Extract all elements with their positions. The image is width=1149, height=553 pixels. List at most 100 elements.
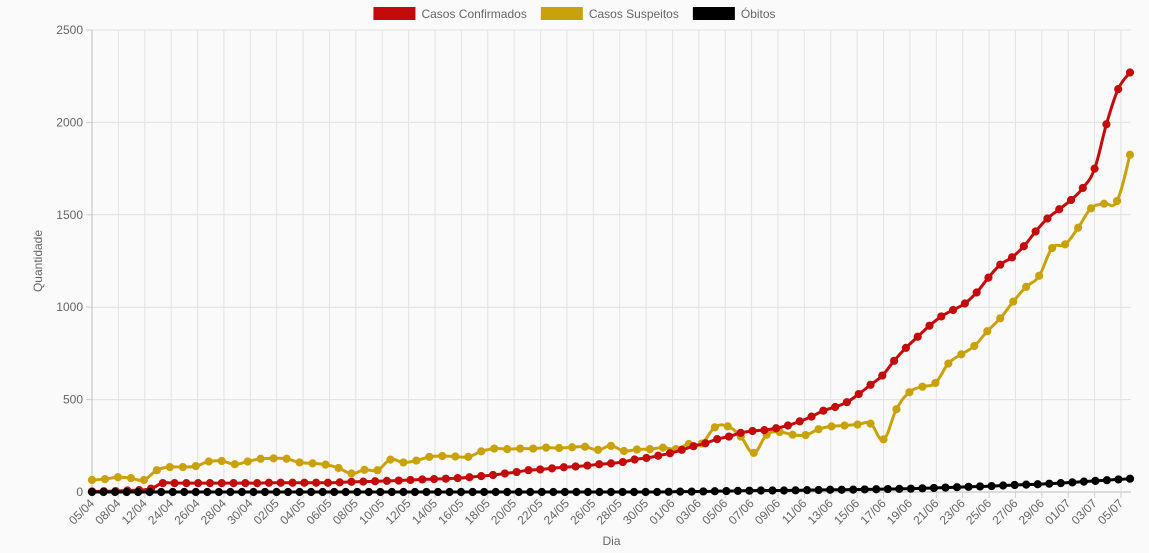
data-point-casos-confirmados[interactable]	[854, 389, 863, 399]
data-point-casos-confirmados[interactable]	[807, 412, 816, 421]
data-point-obitos[interactable]	[676, 487, 685, 496]
data-point-casos-suspeitos[interactable]	[178, 462, 187, 472]
data-point-casos-confirmados[interactable]	[1114, 85, 1123, 94]
data-point-casos-confirmados[interactable]	[996, 260, 1005, 269]
data-point-obitos[interactable]	[641, 487, 650, 497]
data-point-casos-suspeitos[interactable]	[464, 452, 473, 461]
data-point-obitos[interactable]	[687, 487, 696, 496]
data-point-obitos[interactable]	[168, 487, 177, 497]
legend-label-casos-confirmados[interactable]: Casos Confirmados	[421, 7, 526, 21]
data-point-obitos[interactable]	[618, 487, 627, 497]
data-point-casos-confirmados[interactable]	[418, 475, 427, 484]
data-point-casos-suspeitos[interactable]	[1061, 240, 1070, 249]
data-point-casos-suspeitos[interactable]	[100, 474, 110, 484]
data-point-obitos[interactable]	[214, 487, 223, 497]
data-point-casos-suspeitos[interactable]	[1112, 196, 1122, 206]
data-point-obitos[interactable]	[906, 484, 915, 493]
data-point-casos-confirmados[interactable]	[642, 453, 651, 463]
data-point-obitos[interactable]	[295, 487, 304, 497]
data-point-casos-suspeitos[interactable]	[360, 465, 369, 474]
data-point-casos-suspeitos[interactable]	[477, 447, 486, 456]
data-point-casos-confirmados[interactable]	[1043, 214, 1052, 223]
data-point-casos-confirmados[interactable]	[606, 459, 616, 468]
data-point-casos-confirmados[interactable]	[677, 445, 686, 454]
data-point-obitos[interactable]	[110, 487, 120, 497]
data-point-obitos[interactable]	[710, 487, 719, 496]
data-point-casos-confirmados[interactable]	[394, 476, 403, 485]
data-point-obitos[interactable]	[364, 487, 373, 497]
data-point-casos-suspeitos[interactable]	[983, 327, 992, 336]
data-point-casos-confirmados[interactable]	[618, 457, 627, 467]
data-point-obitos[interactable]	[307, 487, 316, 497]
data-point-obitos[interactable]	[180, 487, 189, 497]
data-point-casos-suspeitos[interactable]	[516, 444, 525, 453]
data-point-casos-confirmados[interactable]	[866, 380, 875, 389]
data-point-obitos[interactable]	[1102, 476, 1112, 485]
data-point-obitos[interactable]	[952, 483, 962, 492]
data-point-casos-suspeitos[interactable]	[243, 457, 252, 466]
legend-swatch-casos-confirmados[interactable]	[373, 7, 416, 20]
data-point-casos-confirmados[interactable]	[701, 439, 710, 448]
data-point-casos-suspeitos[interactable]	[840, 421, 849, 430]
data-point-casos-confirmados[interactable]	[748, 426, 757, 436]
data-point-obitos[interactable]	[653, 487, 662, 497]
data-point-obitos[interactable]	[629, 487, 639, 497]
data-point-casos-confirmados[interactable]	[583, 461, 592, 470]
data-point-obitos[interactable]	[756, 486, 766, 495]
data-point-casos-suspeitos[interactable]	[113, 473, 123, 482]
data-point-casos-suspeitos[interactable]	[814, 425, 823, 434]
data-point-obitos[interactable]	[99, 487, 108, 497]
data-point-casos-suspeitos[interactable]	[295, 458, 304, 467]
data-point-obitos[interactable]	[145, 487, 154, 497]
data-point-obitos[interactable]	[1022, 480, 1031, 489]
data-point-casos-suspeitos[interactable]	[788, 430, 797, 439]
data-point-obitos[interactable]	[895, 484, 904, 493]
data-point-obitos[interactable]	[999, 481, 1008, 490]
data-point-casos-confirmados[interactable]	[1055, 205, 1064, 214]
data-point-obitos[interactable]	[387, 487, 396, 497]
data-point-obitos[interactable]	[272, 487, 281, 497]
data-point-casos-suspeitos[interactable]	[542, 443, 551, 452]
data-point-casos-suspeitos[interactable]	[853, 420, 862, 429]
data-point-obitos[interactable]	[918, 484, 927, 493]
data-point-casos-suspeitos[interactable]	[256, 454, 265, 463]
data-point-casos-confirmados[interactable]	[960, 299, 969, 308]
data-point-obitos[interactable]	[549, 487, 558, 497]
data-point-obitos[interactable]	[341, 487, 350, 497]
data-point-obitos[interactable]	[491, 487, 500, 497]
data-point-casos-confirmados[interactable]	[901, 343, 910, 352]
data-point-obitos[interactable]	[987, 481, 996, 491]
data-point-casos-suspeitos[interactable]	[529, 444, 538, 453]
data-point-casos-confirmados[interactable]	[547, 464, 557, 473]
data-point-casos-suspeitos[interactable]	[321, 460, 330, 469]
data-point-obitos[interactable]	[260, 487, 270, 497]
data-point-casos-suspeitos[interactable]	[503, 445, 512, 454]
data-point-casos-confirmados[interactable]	[630, 455, 639, 464]
data-point-obitos[interactable]	[514, 487, 523, 497]
legend-swatch-casos-suspeitos[interactable]	[540, 7, 583, 20]
data-point-obitos[interactable]	[722, 486, 731, 496]
data-point-casos-suspeitos[interactable]	[126, 474, 136, 483]
data-point-casos-confirmados[interactable]	[241, 479, 250, 488]
data-point-casos-confirmados[interactable]	[948, 305, 958, 315]
data-point-obitos[interactable]	[1056, 479, 1065, 488]
data-point-obitos[interactable]	[226, 487, 235, 497]
data-point-obitos[interactable]	[964, 482, 973, 491]
data-point-casos-confirmados[interactable]	[194, 479, 203, 488]
data-point-casos-confirmados[interactable]	[170, 479, 179, 488]
data-point-casos-confirmados[interactable]	[264, 478, 274, 487]
data-point-casos-confirmados[interactable]	[1090, 164, 1099, 173]
data-point-obitos[interactable]	[445, 487, 454, 497]
data-point-casos-confirmados[interactable]	[288, 478, 297, 487]
data-point-casos-suspeitos[interactable]	[490, 444, 499, 453]
data-point-obitos[interactable]	[1079, 477, 1088, 486]
data-point-casos-suspeitos[interactable]	[1074, 223, 1083, 232]
data-point-casos-suspeitos[interactable]	[165, 462, 174, 472]
data-point-casos-confirmados[interactable]	[182, 479, 191, 488]
data-point-obitos[interactable]	[1125, 474, 1135, 483]
data-point-casos-suspeitos[interactable]	[451, 452, 460, 461]
data-point-casos-suspeitos[interactable]	[866, 419, 875, 428]
data-point-casos-suspeitos[interactable]	[580, 442, 590, 451]
data-point-casos-suspeitos[interactable]	[567, 443, 577, 452]
data-point-obitos[interactable]	[929, 483, 939, 493]
